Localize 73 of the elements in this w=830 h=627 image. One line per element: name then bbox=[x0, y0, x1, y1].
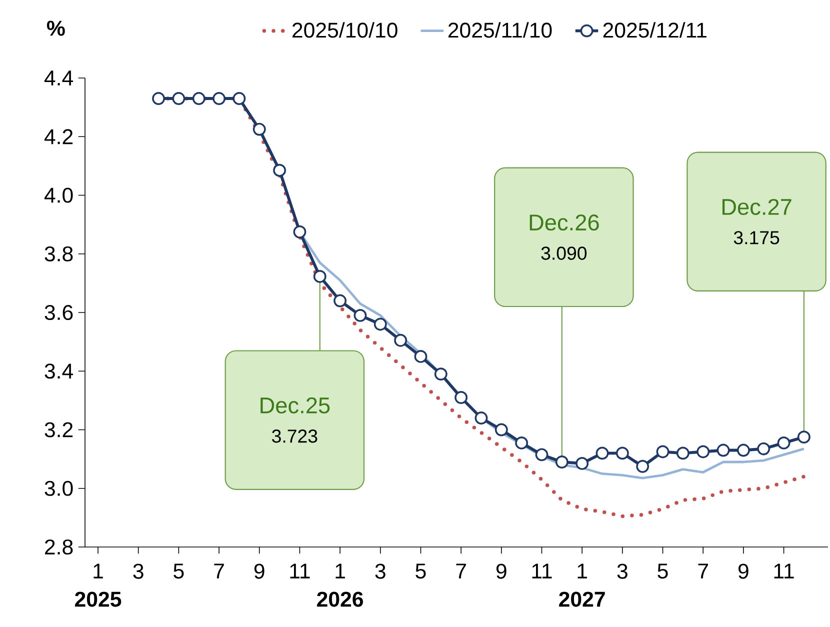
x-tick-label: 3 bbox=[375, 564, 386, 579]
x-tick-label: 7 bbox=[214, 564, 224, 578]
x-tick-label: 5 bbox=[416, 564, 426, 579]
point bbox=[354, 308, 367, 322]
point bbox=[716, 444, 730, 457]
annotation: 3.175 bbox=[734, 231, 780, 244]
point bbox=[212, 92, 226, 105]
x-tick-label: 11 bbox=[532, 564, 552, 578]
legend-label: 2025/12/11 bbox=[603, 22, 706, 38]
y-tick-label: 4.2 bbox=[44, 129, 73, 144]
point bbox=[252, 122, 266, 136]
text: 2025 bbox=[75, 592, 122, 607]
point bbox=[313, 270, 326, 283]
point bbox=[596, 446, 609, 460]
y-tick-label: 4.4 bbox=[44, 70, 73, 86]
x-tick-label: 9 bbox=[496, 564, 506, 579]
point bbox=[394, 334, 408, 347]
point bbox=[656, 445, 670, 458]
annotation: 3.090 bbox=[541, 246, 587, 260]
point bbox=[777, 436, 790, 450]
y-tick-label: 4.0 bbox=[44, 188, 73, 203]
point bbox=[334, 294, 347, 308]
x-tick-label: 1 bbox=[336, 564, 345, 578]
point bbox=[696, 445, 710, 458]
point bbox=[736, 444, 750, 457]
x-tick-label: 5 bbox=[174, 564, 184, 579]
point bbox=[232, 92, 246, 105]
y-tick-label: 3.4 bbox=[44, 364, 73, 379]
point bbox=[636, 460, 650, 473]
x-tick-label: 7 bbox=[698, 564, 708, 578]
point bbox=[273, 164, 286, 177]
legend-label: 2025/11/10 bbox=[448, 22, 552, 38]
annotation: Dec.27 bbox=[722, 198, 792, 216]
point bbox=[797, 430, 810, 444]
y-tick-label: 3.6 bbox=[44, 304, 73, 320]
point bbox=[152, 92, 165, 105]
point bbox=[494, 423, 508, 436]
point bbox=[414, 350, 428, 363]
x-tick-label: 1 bbox=[94, 564, 103, 578]
x-tick-label: 11 bbox=[774, 564, 794, 578]
y-tick-label: 3.0 bbox=[44, 480, 73, 496]
point bbox=[676, 446, 690, 460]
point bbox=[535, 448, 548, 462]
annotation: Dec.25 bbox=[260, 397, 330, 414]
x-tick-label: 3 bbox=[617, 564, 628, 579]
point bbox=[757, 442, 770, 456]
text: 2027 bbox=[559, 592, 605, 607]
y-axis-title: % bbox=[46, 20, 65, 36]
point bbox=[555, 456, 568, 468]
point bbox=[434, 368, 448, 381]
point bbox=[374, 318, 387, 331]
x-tick-label: 7 bbox=[456, 564, 466, 578]
annotation: 3.723 bbox=[272, 430, 318, 443]
y-tick-label: 2.8 bbox=[45, 539, 73, 555]
y-tick-label: 3.2 bbox=[44, 422, 73, 438]
x-tick-label: 3 bbox=[133, 564, 144, 579]
point bbox=[172, 92, 186, 105]
text: 2026 bbox=[317, 592, 363, 607]
point bbox=[616, 446, 629, 460]
annotation: Dec.26 bbox=[530, 214, 599, 231]
x-tick-label: 5 bbox=[658, 564, 668, 579]
y-tick-label: 3.8 bbox=[44, 246, 73, 262]
point bbox=[293, 225, 306, 238]
point bbox=[474, 412, 488, 424]
point bbox=[515, 436, 528, 450]
x-tick-label: 1 bbox=[578, 564, 587, 578]
point bbox=[192, 92, 206, 105]
x-tick-label: 9 bbox=[254, 564, 264, 579]
point bbox=[454, 391, 468, 404]
legend-label: 2025/10/10 bbox=[292, 22, 398, 38]
x-tick-label: 9 bbox=[738, 564, 748, 579]
point bbox=[576, 456, 589, 470]
x-tick-label: 11 bbox=[290, 564, 310, 578]
